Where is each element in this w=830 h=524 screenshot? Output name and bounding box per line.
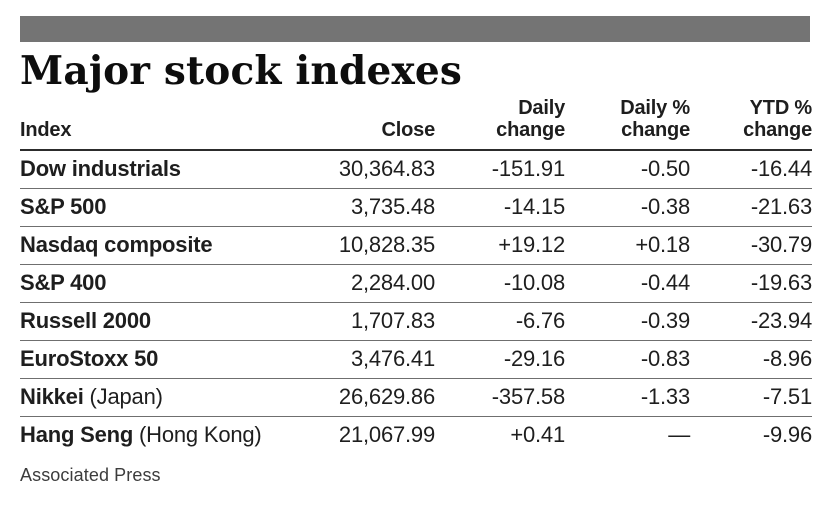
index-name: EuroStoxx 50 (20, 346, 159, 372)
table-row: Nasdaq composite 10,828.35 +19.12 +0.18 … (20, 225, 812, 265)
index-name-cell: Dow industrials (20, 150, 285, 189)
daily-change-value: -10.08 (435, 263, 565, 303)
table-row: Nikkei (Japan) 26,629.86 -357.58 -1.33 -… (20, 377, 812, 417)
daily-change-value: -151.91 (491, 156, 565, 182)
table-row: S&P 400 2,284.00 -10.08 -0.44 -19.63 (20, 263, 812, 303)
ytd-pct-change-value: -23.94 (690, 301, 812, 341)
table-row: S&P 500 3,735.48 -14.15 -0.38 -21.63 (20, 187, 812, 227)
ytd-pct-change-value: -8.96 (690, 339, 812, 379)
index-name: Russell 2000 (20, 308, 151, 334)
ytd-pct-change-value: -9.96 (690, 415, 812, 454)
close-value: 30,364.83 (338, 156, 435, 182)
index-name-cell: Nikkei (Japan) (20, 377, 285, 417)
index-name-suffix: (Japan) (83, 384, 163, 410)
index-name: Nikkei (20, 384, 84, 410)
daily-change-value: -29.16 (435, 339, 565, 379)
index-name-cell: EuroStoxx 50 (20, 339, 285, 379)
daily-pct-change-value: -0.38 (565, 187, 690, 227)
column-header-ytd-pct-change: YTD % change (690, 96, 812, 151)
table-row: EuroStoxx 50 3,476.41 -29.16 -0.83 -8.96 (20, 339, 812, 379)
table-row: Hang Seng (Hong Kong) 21,067.99 +0.41 — … (20, 415, 812, 454)
daily-pct-change-value: -0.50 (640, 156, 690, 182)
ytd-pct-change-value: -7.51 (690, 377, 812, 417)
column-header-daily-change: Daily change (435, 96, 565, 151)
column-header-daily-pct-change: Daily % change (565, 96, 690, 151)
index-name-cell: Russell 2000 (20, 301, 285, 341)
close-value: 3,476.41 (285, 339, 435, 379)
index-name: Dow industrials (20, 156, 181, 182)
ytd-pct-change-value: -19.63 (690, 263, 812, 303)
daily-pct-change-value: -1.33 (565, 377, 690, 417)
ytd-pct-change-value: -16.44 (750, 156, 812, 182)
header-row: Index Close Daily change Daily % change … (20, 96, 812, 151)
close-value: 10,828.35 (285, 225, 435, 265)
close-value: 3,735.48 (285, 187, 435, 227)
index-name: S&P 400 (20, 270, 107, 296)
daily-pct-change-value: -0.39 (565, 301, 690, 341)
column-header-index: Index (20, 96, 285, 151)
close-value: 21,067.99 (285, 415, 435, 454)
index-name-cell: Nasdaq composite (20, 225, 285, 265)
daily-change-value: -6.76 (435, 301, 565, 341)
daily-pct-change-value: +0.18 (565, 225, 690, 265)
source-credit: Associated Press (20, 464, 161, 485)
ytd-pct-change-value: -30.79 (690, 225, 812, 265)
daily-change-value: +19.12 (435, 225, 565, 265)
index-name-cell: S&P 400 (20, 263, 285, 303)
daily-change-value: -14.15 (435, 187, 565, 227)
daily-pct-change-value: -0.83 (565, 339, 690, 379)
top-bar (20, 16, 810, 42)
column-header-close: Close (285, 96, 435, 151)
daily-change-value: +0.41 (435, 415, 565, 454)
index-name-cell: S&P 500 (20, 187, 285, 227)
close-value: 1,707.83 (285, 301, 435, 341)
daily-change-value: -357.58 (435, 377, 565, 417)
daily-pct-change-value: -0.44 (565, 263, 690, 303)
index-name-suffix: (Hong Kong) (133, 422, 262, 448)
close-value: 26,629.86 (285, 377, 435, 417)
index-name: Hang Seng (20, 422, 134, 448)
ytd-pct-change-value: -21.63 (690, 187, 812, 227)
close-value: 2,284.00 (285, 263, 435, 303)
table-row: Russell 2000 1,707.83 -6.76 -0.39 -23.94 (20, 301, 812, 341)
index-name-cell: Hang Seng (Hong Kong) (20, 415, 285, 454)
index-name: Nasdaq composite (20, 232, 213, 258)
table-row: Dow industrials 30,364.83 -151.91 -0.50 … (20, 150, 812, 189)
daily-pct-change-value: — (565, 415, 690, 454)
index-name: S&P 500 (20, 194, 107, 220)
page-title: Major stock indexes (20, 48, 463, 94)
stock-index-table: Index Close Daily change Daily % change … (20, 96, 812, 454)
